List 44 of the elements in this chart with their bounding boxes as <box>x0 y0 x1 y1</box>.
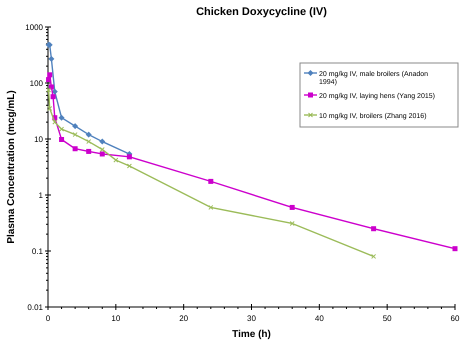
point <box>371 226 376 232</box>
point <box>86 132 92 138</box>
point <box>52 120 58 125</box>
chart-title: Chicken Doxycycline (IV) <box>196 6 328 18</box>
point <box>100 151 105 156</box>
point <box>113 158 118 163</box>
x-tick-label: 20 <box>179 314 189 323</box>
point <box>100 146 105 152</box>
point <box>126 154 132 160</box>
point <box>126 163 132 168</box>
y-tick-label: 100 <box>30 79 44 88</box>
point <box>48 56 54 62</box>
point <box>99 138 106 145</box>
point <box>50 94 56 100</box>
point <box>59 136 64 142</box>
point <box>72 123 78 130</box>
x-tick-label: 50 <box>382 314 392 323</box>
point <box>47 72 52 78</box>
y-tick-label: 1000 <box>25 23 44 32</box>
point <box>48 84 54 90</box>
y-tick-label: 10 <box>34 135 44 144</box>
point <box>59 126 64 132</box>
y-axis-title: Plasma Concentration (mcg/mL) <box>6 90 17 244</box>
y-tick-label: 0.01 <box>27 303 44 312</box>
point <box>86 139 92 144</box>
point <box>208 178 214 184</box>
point <box>208 204 214 210</box>
point <box>290 220 295 226</box>
x-tick-label: 60 <box>450 314 460 323</box>
point <box>290 204 295 210</box>
y-tick-label: 1 <box>38 191 44 200</box>
point <box>72 146 78 152</box>
point <box>452 246 458 252</box>
x-axis-title: Time (h) <box>232 329 271 340</box>
point <box>72 132 78 138</box>
point <box>47 106 52 112</box>
x-tick-label: 0 <box>46 314 51 323</box>
point <box>58 114 65 121</box>
x-tick-label: 30 <box>247 314 256 323</box>
y-tick-label: 0.1 <box>32 247 44 256</box>
point <box>86 148 92 154</box>
x-tick-label: 40 <box>314 314 324 323</box>
point <box>46 77 52 82</box>
x-tick-label: 10 <box>111 314 121 323</box>
